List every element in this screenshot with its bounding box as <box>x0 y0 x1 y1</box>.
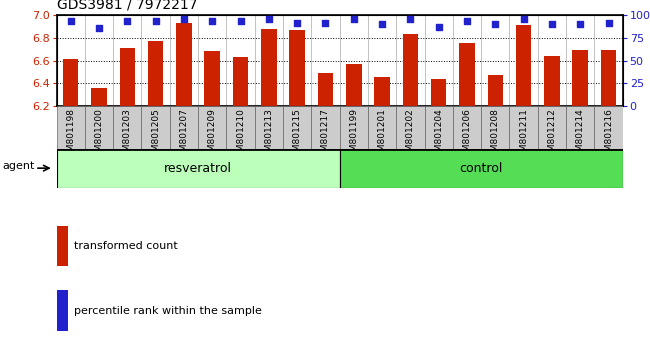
Bar <box>205 51 220 106</box>
Text: GSM801212: GSM801212 <box>547 108 556 163</box>
Text: GSM801205: GSM801205 <box>151 108 160 163</box>
Bar <box>481 106 510 149</box>
Bar <box>57 106 85 149</box>
Bar <box>318 73 333 106</box>
Bar <box>170 106 198 149</box>
Bar <box>396 106 424 149</box>
Bar <box>538 106 566 149</box>
Bar <box>289 30 305 106</box>
Bar <box>226 106 255 149</box>
Bar <box>488 75 503 106</box>
Point <box>235 18 246 24</box>
Text: GSM801217: GSM801217 <box>321 108 330 163</box>
Bar <box>261 29 277 106</box>
Bar <box>566 106 594 149</box>
Bar <box>198 106 226 149</box>
Bar <box>57 226 68 266</box>
Text: resveratrol: resveratrol <box>164 162 232 175</box>
Text: GSM801201: GSM801201 <box>378 108 387 163</box>
Point <box>320 20 331 26</box>
Text: GSM801206: GSM801206 <box>463 108 471 163</box>
Text: GSM801198: GSM801198 <box>66 108 75 163</box>
Text: GSM801207: GSM801207 <box>179 108 188 163</box>
Bar <box>424 106 453 149</box>
Point <box>575 21 586 27</box>
Point <box>150 18 161 24</box>
Point <box>264 17 274 22</box>
Point <box>490 21 501 27</box>
Text: GSM801211: GSM801211 <box>519 108 528 163</box>
Text: GSM801214: GSM801214 <box>576 108 585 163</box>
Bar <box>544 56 560 106</box>
Text: GSM801204: GSM801204 <box>434 108 443 163</box>
Bar <box>510 106 538 149</box>
Point <box>348 17 359 22</box>
Point <box>122 18 133 24</box>
Point <box>405 16 415 21</box>
Text: GSM801215: GSM801215 <box>292 108 302 163</box>
Bar <box>148 41 163 106</box>
Bar <box>255 106 283 149</box>
Bar <box>339 106 368 149</box>
Bar <box>142 106 170 149</box>
Bar <box>120 48 135 106</box>
Bar <box>594 106 623 149</box>
Point <box>179 17 189 22</box>
Bar <box>91 88 107 106</box>
Bar <box>573 50 588 106</box>
Bar <box>57 290 68 331</box>
Text: GSM801202: GSM801202 <box>406 108 415 163</box>
Text: GSM801209: GSM801209 <box>208 108 216 163</box>
Bar <box>63 59 79 106</box>
Point <box>603 20 614 26</box>
Bar <box>346 64 361 106</box>
Bar <box>311 106 339 149</box>
Bar <box>368 106 396 149</box>
Point <box>519 16 529 21</box>
Point <box>292 20 302 26</box>
Text: GDS3981 / 7972217: GDS3981 / 7972217 <box>57 0 197 11</box>
Bar <box>57 149 339 188</box>
Bar <box>283 106 311 149</box>
Text: GSM801213: GSM801213 <box>265 108 274 163</box>
Text: GSM801208: GSM801208 <box>491 108 500 163</box>
Bar <box>339 149 623 188</box>
Point <box>94 25 104 30</box>
Point <box>434 24 444 30</box>
Text: GSM801203: GSM801203 <box>123 108 132 163</box>
Text: GSM801199: GSM801199 <box>349 108 358 163</box>
Bar <box>459 44 474 106</box>
Bar <box>453 106 481 149</box>
Text: GSM801200: GSM801200 <box>94 108 103 163</box>
Text: control: control <box>460 162 503 175</box>
Text: transformed count: transformed count <box>73 241 177 251</box>
Text: GSM801216: GSM801216 <box>604 108 613 163</box>
Text: agent: agent <box>3 161 35 171</box>
Point <box>547 21 557 27</box>
Bar <box>431 79 447 106</box>
Point <box>207 18 218 24</box>
Bar <box>516 25 532 106</box>
Text: percentile rank within the sample: percentile rank within the sample <box>73 306 261 316</box>
Bar <box>85 106 113 149</box>
Bar <box>601 50 616 106</box>
Point <box>377 21 387 27</box>
Bar <box>233 57 248 106</box>
Bar <box>402 34 418 106</box>
Bar <box>113 106 142 149</box>
Bar <box>374 76 390 106</box>
Point <box>462 18 472 24</box>
Bar <box>176 23 192 106</box>
Text: GSM801210: GSM801210 <box>236 108 245 163</box>
Point <box>66 18 76 24</box>
